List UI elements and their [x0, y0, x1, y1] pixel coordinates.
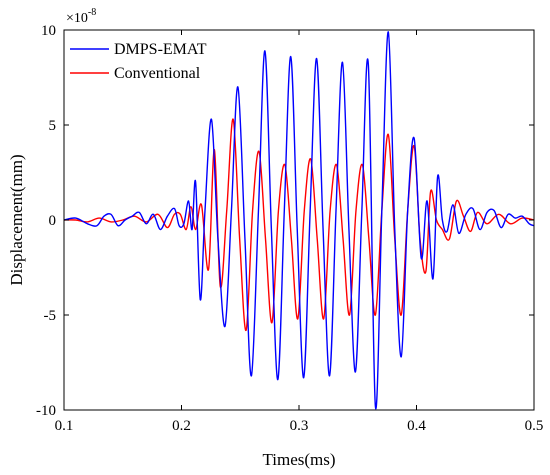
- y-tick-label: -10: [36, 403, 56, 419]
- legend: DMPS-EMAT Conventional: [70, 41, 207, 82]
- legend-label: Conventional: [114, 65, 201, 82]
- x-tick-label: 0.4: [407, 418, 426, 434]
- series-line-conventional: [63, 118, 535, 331]
- ticks-layer: 0.1 0.2 0.3 0.4 0.5 -10 -5 0 5 10: [36, 23, 543, 434]
- y-axis-title: Displacement(mm): [7, 154, 26, 285]
- series-layer: [63, 31, 535, 410]
- x-tick-label: 0.2: [172, 418, 191, 434]
- x-tick-label: 0.3: [290, 418, 309, 434]
- y-tick-label: -5: [44, 308, 57, 324]
- x-tick-label: 0.1: [55, 418, 74, 434]
- series-line-dmps-emat: [63, 31, 535, 410]
- x-axis-title: Times(ms): [262, 450, 335, 469]
- y-tick-label: 0: [49, 213, 57, 229]
- y-tick-label: 5: [49, 118, 57, 134]
- y-tick-label: 10: [41, 23, 56, 39]
- x-tick-label: 0.5: [525, 418, 544, 434]
- legend-label: DMPS-EMAT: [114, 41, 207, 58]
- y-multiplier: ×10-8: [66, 7, 96, 26]
